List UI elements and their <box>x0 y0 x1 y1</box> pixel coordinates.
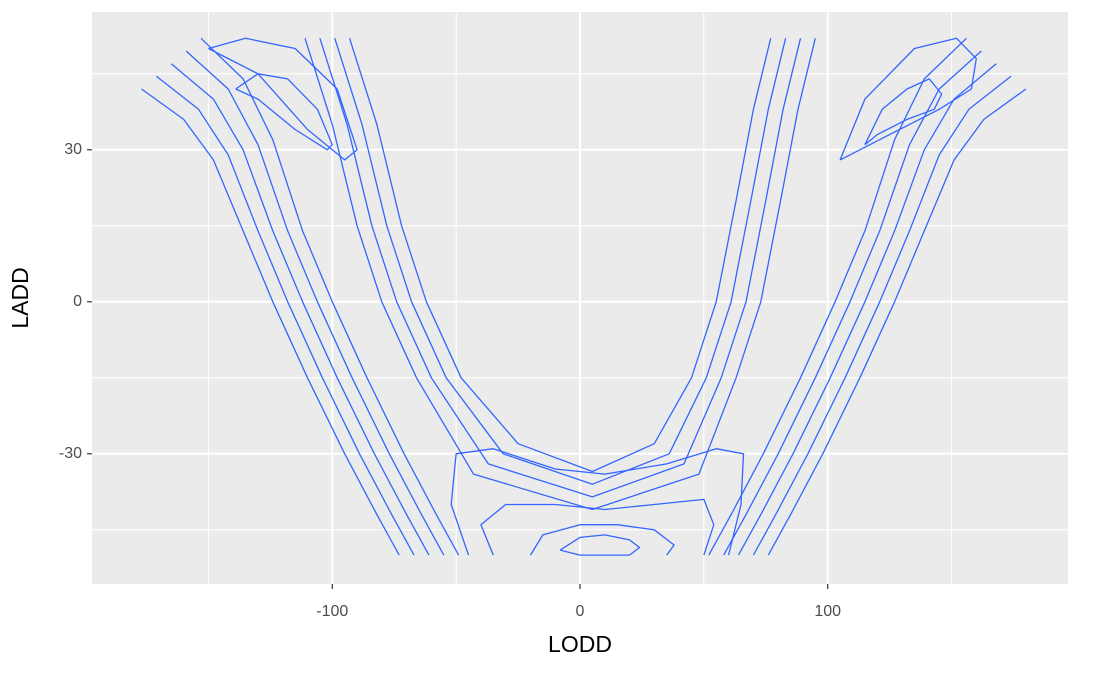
contour-line <box>185 50 445 556</box>
x-tick-label: 0 <box>576 603 585 620</box>
x-tick-label: -100 <box>316 603 348 620</box>
y-tick-label: 30 <box>64 141 82 158</box>
contour-line <box>304 38 816 511</box>
contour-line <box>170 63 430 556</box>
contour-line <box>559 534 641 556</box>
contour-line <box>839 37 977 161</box>
contour-line <box>334 38 787 485</box>
y-tick-label: 0 <box>73 293 82 310</box>
contour-line <box>155 75 415 556</box>
contours <box>141 37 1027 556</box>
contour-line <box>450 448 745 556</box>
contour-line <box>319 38 802 498</box>
contour-line <box>752 75 1012 556</box>
axes: -100 0 100 -30 0 30 <box>59 141 841 620</box>
x-axis-title: LODD <box>548 631 612 657</box>
contour-line <box>348 38 772 473</box>
contour-line <box>529 524 675 556</box>
contour-line <box>480 498 715 556</box>
contour-line <box>723 50 982 556</box>
contour-line <box>737 63 997 556</box>
contour-line <box>235 73 333 151</box>
y-tick-label: -30 <box>59 445 82 462</box>
grid <box>92 12 1068 584</box>
x-tick-label: 100 <box>814 603 841 620</box>
contour-line <box>141 88 400 556</box>
contour-line <box>200 37 460 556</box>
y-axis-title: LADD <box>7 267 33 328</box>
contour-line <box>208 37 358 161</box>
contour-line <box>864 78 943 146</box>
contour-line <box>767 88 1027 556</box>
